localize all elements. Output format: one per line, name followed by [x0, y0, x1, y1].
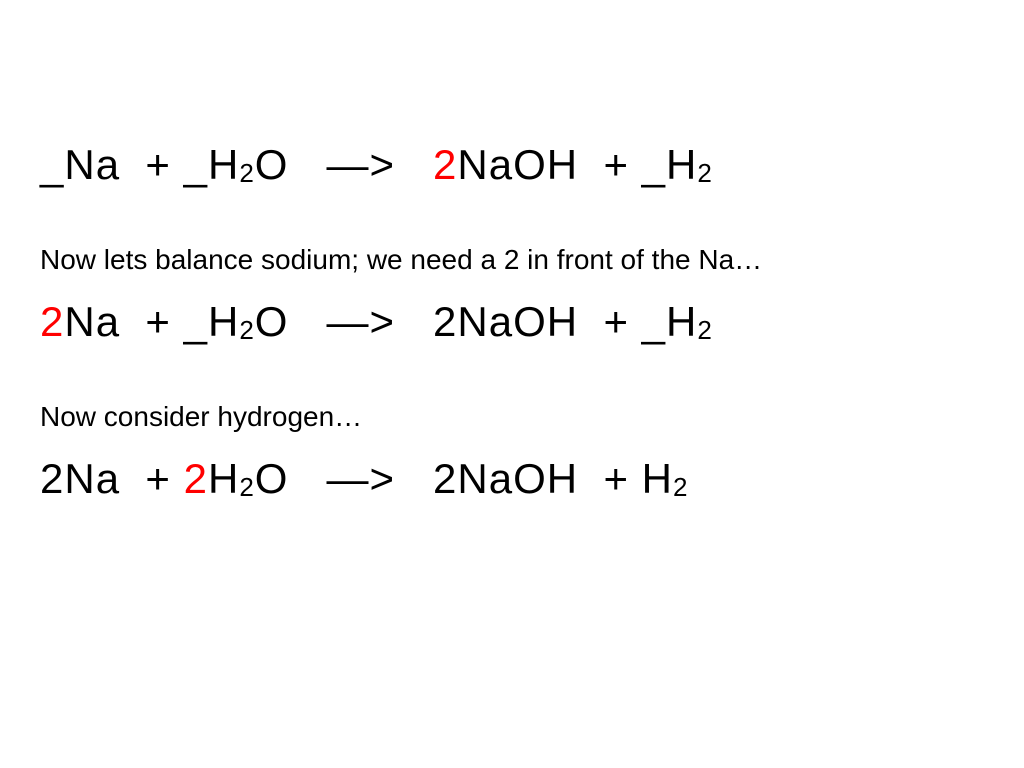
plus-sign: +	[145, 455, 171, 502]
consider-hydrogen-caption: Now consider hydrogen…	[40, 399, 984, 435]
product-h: H	[666, 298, 697, 345]
reaction-arrow: —>	[326, 455, 395, 502]
product-naoh: NaOH	[457, 298, 578, 345]
coefficient: 2	[40, 455, 64, 502]
blank-coefficient: _	[40, 141, 64, 188]
product-h: H	[666, 141, 697, 188]
product-naoh: NaOH	[457, 141, 578, 188]
subscript-2: 2	[239, 158, 254, 188]
reactant-o: O	[255, 298, 289, 345]
blank-coefficient: _	[642, 141, 666, 188]
reactant-na: Na	[64, 141, 120, 188]
reaction-arrow: —>	[326, 298, 395, 345]
blank-coefficient: _	[184, 141, 208, 188]
reactant-na: Na	[64, 298, 120, 345]
plus-sign: +	[145, 298, 171, 345]
coefficient-highlight: 2	[40, 298, 64, 345]
equation-step-1: _Na + _H2O —> 2NaOH + _H2	[40, 140, 984, 190]
subscript-2: 2	[697, 315, 712, 345]
coefficient-highlight: 2	[184, 455, 208, 502]
coefficient-highlight: 2	[433, 141, 457, 188]
reactant-h: H	[208, 298, 239, 345]
subscript-2: 2	[673, 472, 688, 502]
reactant-o: O	[255, 141, 289, 188]
reactant-h: H	[208, 141, 239, 188]
blank-coefficient: _	[642, 298, 666, 345]
subscript-2: 2	[697, 158, 712, 188]
reactant-na: Na	[64, 455, 120, 502]
product-h: H	[642, 455, 673, 502]
plus-sign: +	[603, 141, 629, 188]
reaction-arrow: —>	[326, 141, 395, 188]
reactant-h: H	[208, 455, 239, 502]
product-naoh: NaOH	[457, 455, 578, 502]
blank-coefficient: _	[184, 298, 208, 345]
equation-step-3: 2Na + 2H2O —> 2NaOH + H2	[40, 454, 984, 504]
coefficient: 2	[433, 298, 457, 345]
plus-sign: +	[603, 455, 629, 502]
plus-sign: +	[145, 141, 171, 188]
coefficient: 2	[433, 455, 457, 502]
subscript-2: 2	[239, 472, 254, 502]
equation-step-2: 2Na + _H2O —> 2NaOH + _H2	[40, 297, 984, 347]
subscript-2: 2	[239, 315, 254, 345]
balance-sodium-caption: Now lets balance sodium; we need a 2 in …	[40, 242, 984, 278]
plus-sign: +	[603, 298, 629, 345]
reactant-o: O	[255, 455, 289, 502]
